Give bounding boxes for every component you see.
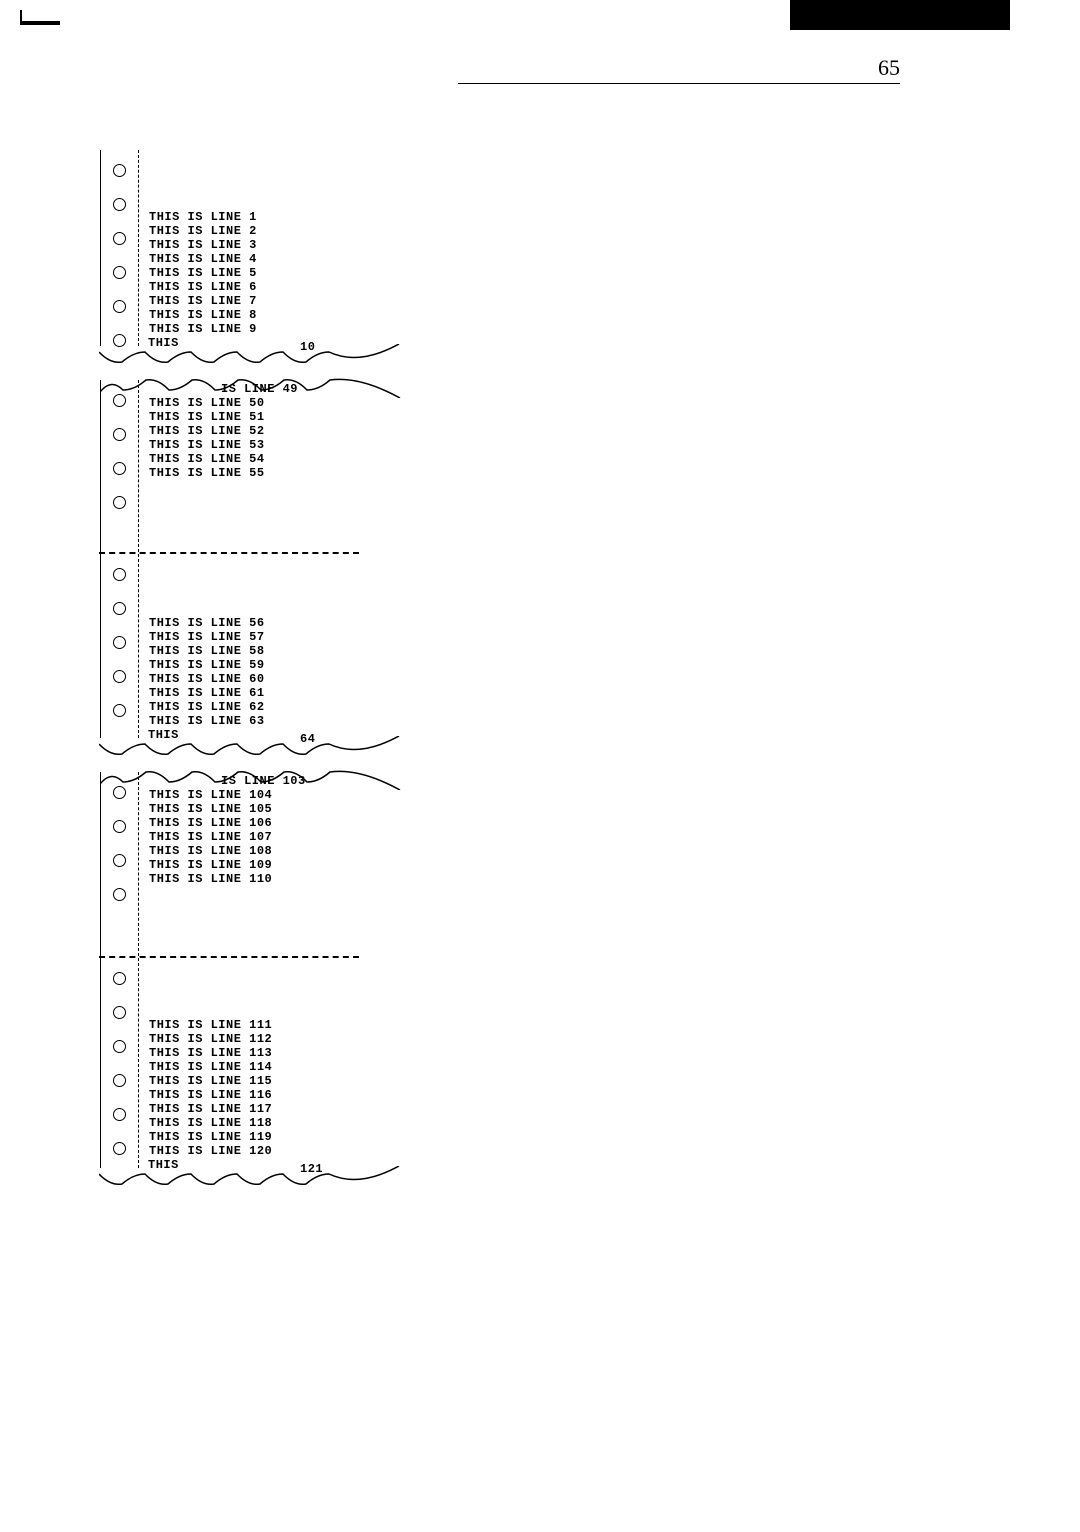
sprocket-hole bbox=[113, 636, 126, 649]
sprocket-hole bbox=[113, 972, 126, 985]
paper-tear: THIS10 bbox=[100, 346, 440, 366]
sprocket-column bbox=[101, 958, 139, 1168]
page-number: 65 bbox=[458, 55, 900, 84]
torn-text-fragment: THIS bbox=[148, 1158, 179, 1172]
text-line: THIS IS LINE 50 bbox=[149, 396, 440, 410]
text-line: THIS IS LINE 106 bbox=[149, 816, 440, 830]
sprocket-hole bbox=[113, 232, 126, 245]
text-line: THIS IS LINE 105 bbox=[149, 802, 440, 816]
sprocket-column bbox=[101, 380, 139, 552]
text-line: THIS IS LINE 112 bbox=[149, 1032, 440, 1046]
text-line: THIS IS LINE 55 bbox=[149, 466, 440, 480]
text-line: THIS IS LINE 57 bbox=[149, 630, 440, 644]
paper-fold: THIS IS LINE 1THIS IS LINE 2THIS IS LINE… bbox=[100, 150, 440, 346]
text-line: THIS IS LINE 113 bbox=[149, 1046, 440, 1060]
sprocket-hole bbox=[113, 704, 126, 717]
text-line: THIS IS LINE 119 bbox=[149, 1130, 440, 1144]
sprocket-hole bbox=[113, 462, 126, 475]
sprocket-hole bbox=[113, 428, 126, 441]
text-line: THIS IS LINE 7 bbox=[149, 294, 440, 308]
text-line: THIS IS LINE 63 bbox=[149, 714, 440, 728]
sprocket-hole bbox=[113, 854, 126, 867]
text-line: THIS IS LINE 56 bbox=[149, 616, 440, 630]
text-line: THIS IS LINE 2 bbox=[149, 224, 440, 238]
sprocket-hole bbox=[113, 1006, 126, 1019]
torn-text-fragment: 10 bbox=[300, 340, 315, 354]
text-line: THIS IS LINE 111 bbox=[149, 1018, 440, 1032]
sprocket-hole bbox=[113, 820, 126, 833]
printout-text: THIS IS LINE 1THIS IS LINE 2THIS IS LINE… bbox=[149, 150, 440, 336]
torn-text-fragment: 121 bbox=[300, 1162, 323, 1176]
paper-fold: IS LINE 103 THIS IS LINE 104THIS IS LINE… bbox=[100, 772, 440, 956]
torn-text-fragment: THIS bbox=[148, 336, 179, 350]
sprocket-hole bbox=[113, 1040, 126, 1053]
paper-fold: THIS IS LINE 111THIS IS LINE 112THIS IS … bbox=[100, 958, 440, 1168]
text-line: THIS IS LINE 118 bbox=[149, 1116, 440, 1130]
text-line: THIS IS LINE 108 bbox=[149, 844, 440, 858]
sprocket-hole bbox=[113, 1142, 126, 1155]
text-line: THIS IS LINE 58 bbox=[149, 644, 440, 658]
fanfold-paper: THIS IS LINE 1THIS IS LINE 2THIS IS LINE… bbox=[100, 150, 440, 1202]
text-line: THIS IS LINE 54 bbox=[149, 452, 440, 466]
sprocket-column bbox=[101, 150, 139, 346]
printout-text: THIS IS LINE 104THIS IS LINE 105THIS IS … bbox=[149, 772, 440, 946]
sprocket-hole bbox=[113, 496, 126, 509]
printout-text: THIS IS LINE 50THIS IS LINE 51THIS IS LI… bbox=[149, 380, 440, 542]
sprocket-hole bbox=[113, 164, 126, 177]
text-line: THIS IS LINE 117 bbox=[149, 1102, 440, 1116]
text-line: THIS IS LINE 104 bbox=[149, 788, 440, 802]
text-line: THIS IS LINE 4 bbox=[149, 252, 440, 266]
text-line: THIS IS LINE 110 bbox=[149, 872, 440, 886]
text-line: THIS IS LINE 61 bbox=[149, 686, 440, 700]
printout-text: THIS IS LINE 56THIS IS LINE 57THIS IS LI… bbox=[149, 554, 440, 728]
sprocket-hole bbox=[113, 266, 126, 279]
sprocket-hole bbox=[113, 568, 126, 581]
sprocket-column bbox=[101, 772, 139, 956]
text-line: THIS IS LINE 62 bbox=[149, 700, 440, 714]
torn-text-fragment: THIS bbox=[148, 728, 179, 742]
sprocket-hole bbox=[113, 1108, 126, 1121]
text-line: THIS IS LINE 59 bbox=[149, 658, 440, 672]
text-line: THIS IS LINE 53 bbox=[149, 438, 440, 452]
text-line: THIS IS LINE 109 bbox=[149, 858, 440, 872]
scan-artifact-corner bbox=[20, 10, 60, 25]
paper-tear: THIS64 bbox=[100, 738, 440, 758]
paper-tear: THIS121 bbox=[100, 1168, 440, 1188]
sprocket-hole bbox=[113, 198, 126, 211]
text-line: THIS IS LINE 1 bbox=[149, 210, 440, 224]
text-line: THIS IS LINE 120 bbox=[149, 1144, 440, 1158]
sprocket-hole bbox=[113, 670, 126, 683]
text-line: THIS IS LINE 114 bbox=[149, 1060, 440, 1074]
scan-artifact-bar bbox=[790, 0, 1010, 30]
sprocket-hole bbox=[113, 888, 126, 901]
text-line: THIS IS LINE 9 bbox=[149, 322, 440, 336]
paper-fold: THIS IS LINE 56THIS IS LINE 57THIS IS LI… bbox=[100, 554, 440, 738]
text-line: THIS IS LINE 115 bbox=[149, 1074, 440, 1088]
text-line: THIS IS LINE 52 bbox=[149, 424, 440, 438]
text-line: THIS IS LINE 8 bbox=[149, 308, 440, 322]
torn-text-fragment: 64 bbox=[300, 732, 315, 746]
sprocket-column bbox=[101, 554, 139, 738]
sprocket-hole bbox=[113, 602, 126, 615]
sprocket-hole bbox=[113, 1074, 126, 1087]
text-line: THIS IS LINE 116 bbox=[149, 1088, 440, 1102]
text-line: THIS IS LINE 3 bbox=[149, 238, 440, 252]
paper-fold: IS LINE 49 THIS IS LINE 50THIS IS LINE 5… bbox=[100, 380, 440, 552]
text-line: THIS IS LINE 6 bbox=[149, 280, 440, 294]
sprocket-hole bbox=[113, 300, 126, 313]
text-line: THIS IS LINE 60 bbox=[149, 672, 440, 686]
text-line: THIS IS LINE 5 bbox=[149, 266, 440, 280]
text-line: THIS IS LINE 107 bbox=[149, 830, 440, 844]
text-line: THIS IS LINE 51 bbox=[149, 410, 440, 424]
printout-text: THIS IS LINE 111THIS IS LINE 112THIS IS … bbox=[149, 958, 440, 1158]
